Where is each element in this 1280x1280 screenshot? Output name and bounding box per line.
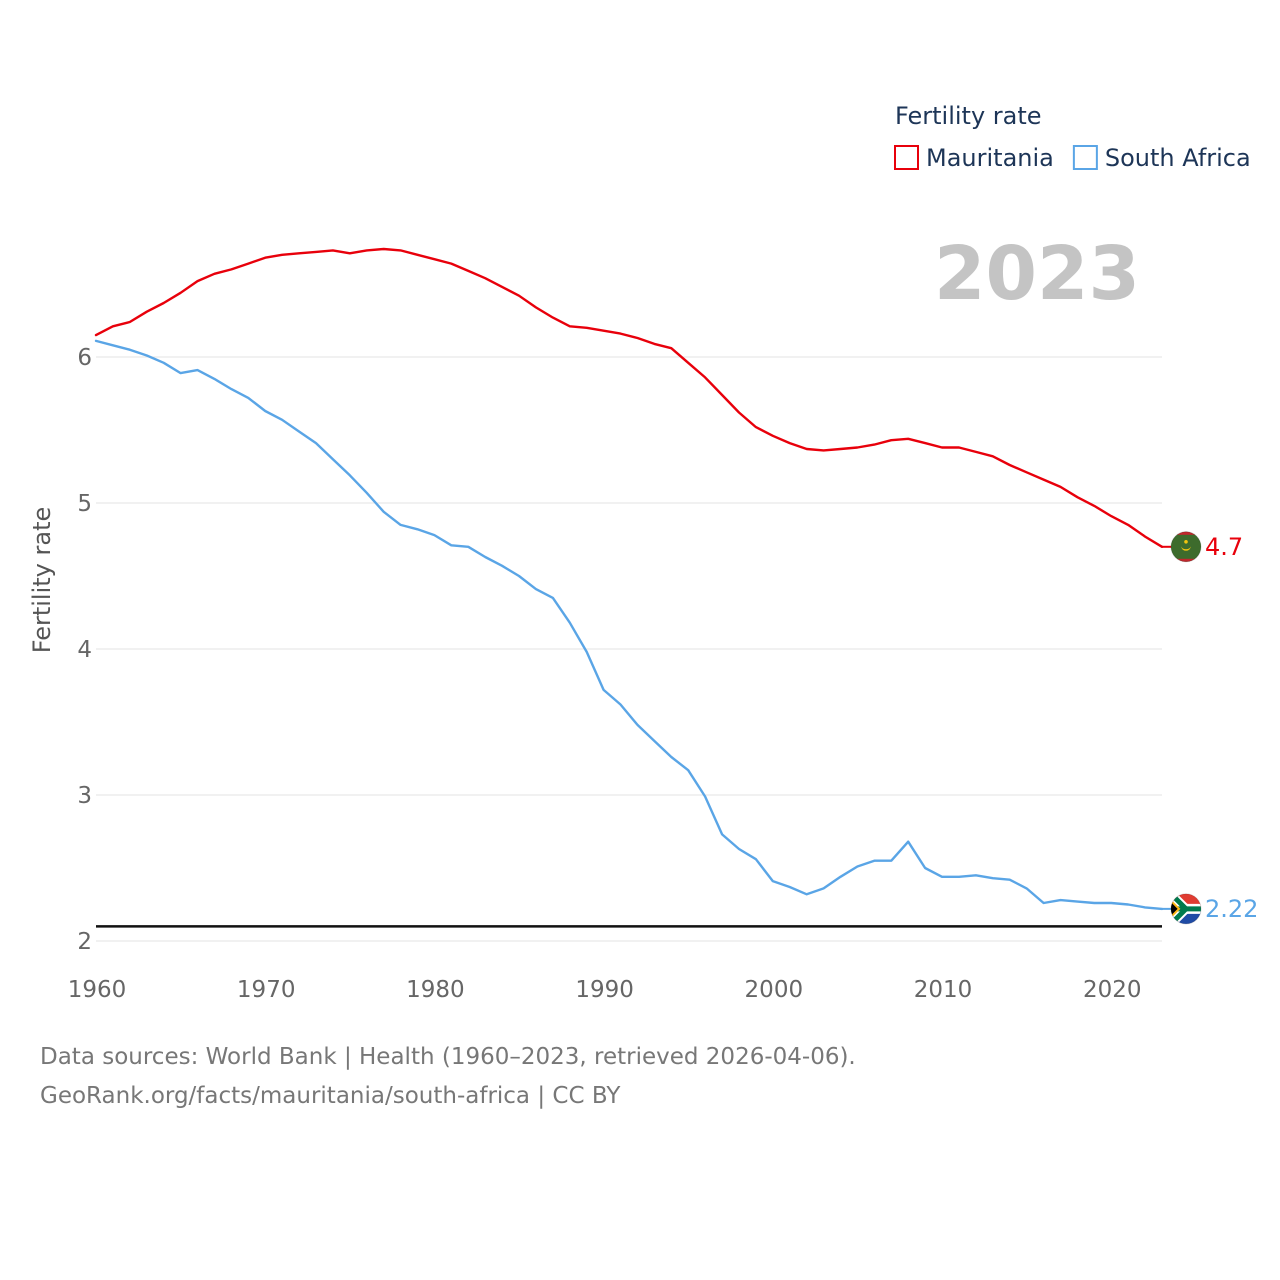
x-tick-label: 2010 xyxy=(914,977,973,1003)
flag-stripe-top xyxy=(1171,531,1201,535)
flag-stripe-bottom xyxy=(1171,558,1201,562)
legend-label-south-africa: South Africa xyxy=(1105,144,1251,172)
legend-swatch-mauritania xyxy=(894,145,919,170)
credit-link[interactable]: GeoRank.org/facts/mauritania/south-afric… xyxy=(40,1083,621,1109)
star-icon xyxy=(1184,540,1188,544)
y-axis-ticks: 2 3 4 5 6 xyxy=(77,345,92,955)
y-tick-label: 2 xyxy=(77,929,92,955)
x-tick-label: 1980 xyxy=(406,977,465,1003)
x-tick-label: 1990 xyxy=(575,977,634,1003)
flag-outline xyxy=(1170,531,1202,563)
flag-body xyxy=(1171,893,1201,924)
end-markers: 4.7 2.22 xyxy=(1162,531,1258,925)
crescent-icon xyxy=(1181,545,1191,551)
series-line-mauritania xyxy=(94,247,1164,548)
legend-title: Fertility rate xyxy=(895,102,1042,130)
legend: Fertility rate Mauritania South Africa xyxy=(894,102,1251,172)
y-axis-title: Fertility rate xyxy=(28,507,56,654)
flag-field xyxy=(1171,531,1201,562)
flag-green-band xyxy=(1171,906,1201,912)
flag-body xyxy=(1171,531,1201,562)
y-tick-label: 5 xyxy=(77,491,92,517)
year-label: 2023 xyxy=(934,231,1140,317)
x-tick-label: 2000 xyxy=(745,977,804,1003)
legend-label-mauritania: Mauritania xyxy=(926,144,1054,172)
series-lines xyxy=(94,247,1164,911)
flag-outline xyxy=(1170,893,1202,925)
flag-black-triangle xyxy=(1171,897,1181,921)
x-tick-label: 1970 xyxy=(237,977,296,1003)
y-tick-label: 6 xyxy=(77,345,92,371)
data-sources-note: Data sources: World Bank | Health (1960–… xyxy=(40,1044,856,1070)
grid-lines xyxy=(96,356,1162,942)
south-africa-flag-icon xyxy=(1170,893,1202,925)
end-value-label-south-africa: 2.22 xyxy=(1205,895,1258,923)
end-value-label-mauritania: 4.7 xyxy=(1205,533,1243,561)
legend-swatch-south-africa xyxy=(1072,145,1098,170)
x-axis-ticks: 1960 1970 1980 1990 2000 2010 2020 xyxy=(68,977,1142,1003)
legend-items: Mauritania South Africa xyxy=(894,144,1251,172)
series-line-south-africa xyxy=(94,339,1164,911)
x-tick-label: 2020 xyxy=(1083,977,1142,1003)
y-tick-label: 4 xyxy=(77,637,92,663)
mauritania-flag-icon xyxy=(1170,531,1202,563)
x-tick-label: 1960 xyxy=(68,977,127,1003)
y-tick-label: 3 xyxy=(77,783,92,809)
